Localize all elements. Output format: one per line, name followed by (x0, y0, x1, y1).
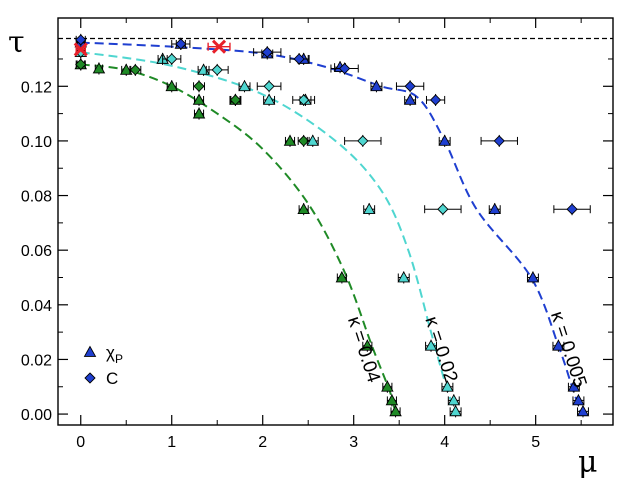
curve-layer (80, 41, 583, 415)
chi-p-point (283, 134, 297, 146)
chi-p-point (370, 79, 383, 92)
chi-p-point (238, 79, 251, 92)
c-point (175, 38, 187, 50)
chi-p-point (92, 62, 106, 74)
chi-p-point (441, 380, 454, 392)
c-point (263, 80, 275, 92)
c-point (75, 34, 87, 46)
x-tick-label: 0 (76, 434, 85, 451)
y-tick-label: 0.00 (21, 407, 52, 424)
chi-p-point (449, 404, 462, 417)
x-tick-label: 3 (349, 434, 358, 451)
c-point (429, 94, 442, 106)
y-tick-label: 0.02 (21, 352, 52, 369)
chi-p-point (397, 271, 411, 283)
c-point (566, 203, 578, 215)
c-point (404, 80, 416, 92)
c-point (75, 58, 87, 71)
y-tick-label: 0.08 (21, 189, 52, 206)
legend-marker-triangle (83, 345, 97, 357)
c-point (293, 53, 305, 65)
chi-p-point (389, 404, 402, 417)
x-tick-label: 4 (440, 434, 449, 451)
legend-label: C (106, 369, 118, 388)
chi-p-point (192, 93, 206, 105)
legend-label-subscript: P (115, 352, 123, 366)
chi-p-point (403, 93, 417, 105)
y-tick-label: 0.10 (21, 134, 52, 151)
series-curve-kappa-0.04 (80, 63, 397, 415)
chi-p-point (438, 134, 451, 146)
chi-p-point (385, 393, 399, 406)
chi-p-point (165, 79, 178, 92)
legend-label: χP (106, 343, 123, 366)
c-point (193, 80, 205, 92)
chi-p-point (262, 93, 276, 105)
chi-p-point (335, 271, 349, 283)
c-point (211, 64, 223, 76)
y-axis-title: τ (8, 25, 25, 60)
c-point (298, 94, 310, 106)
plot-frame (57, 17, 614, 426)
c-point (357, 135, 369, 147)
chi-p-point (306, 134, 320, 146)
c-point (437, 203, 449, 215)
chi-p-point (572, 393, 585, 406)
c-point (338, 62, 351, 75)
y-tick-label: 0.04 (21, 298, 52, 315)
y-tick-label: 0.12 (21, 79, 52, 96)
x-tick-label: 1 (167, 434, 176, 451)
tick-layer: 0 1 2 3 4 5 0.00 0.02 0.04 0.06 0.08 0.10 0.12 (21, 18, 613, 451)
series-curve-kappa-0.02 (80, 51, 457, 415)
chi-p-point (361, 339, 374, 351)
chi-p-point (381, 380, 394, 392)
chi-p-point (192, 107, 206, 119)
chi-p-point (552, 339, 565, 351)
legend-marker-diamond (84, 372, 96, 384)
chi-p-point (424, 339, 438, 351)
chi-p-point (488, 202, 501, 215)
special-point-x (211, 39, 227, 54)
chi-p-point (576, 404, 590, 417)
chi-p-point (197, 63, 210, 75)
series-curve-kappa-0.005 (80, 41, 583, 415)
chi-p-point (362, 202, 376, 215)
x-axis-title: μ (578, 445, 598, 479)
special-point-x (73, 42, 88, 57)
chi-p-point (297, 202, 310, 215)
curve-label: κ = 0.04 (343, 314, 384, 386)
x-tick-label: 2 (258, 434, 267, 451)
c-point (129, 64, 141, 76)
c-point (261, 46, 273, 58)
legend: χP C (83, 343, 123, 388)
x-tick-label: 5 (531, 434, 540, 451)
chi-p-point (567, 380, 581, 392)
chi-p-point (526, 271, 540, 283)
chi-p-point (447, 393, 461, 406)
marker-layer (73, 33, 591, 418)
c-point (493, 135, 505, 147)
c-point (229, 94, 242, 106)
y-tick-label: 0.06 (21, 243, 52, 260)
c-point (166, 53, 178, 65)
chi-p-point (119, 63, 133, 75)
